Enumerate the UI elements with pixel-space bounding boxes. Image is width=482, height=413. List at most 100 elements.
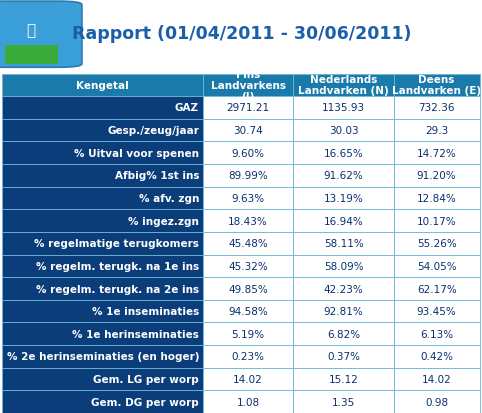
Bar [394,165,480,187]
Bar [2,165,203,187]
Text: 13.19%: 13.19% [324,194,363,204]
Text: % 2e herinseminaties (en hoger): % 2e herinseminaties (en hoger) [7,351,199,361]
Bar [394,300,480,323]
Text: 0.37%: 0.37% [327,351,360,361]
Text: 0.42%: 0.42% [420,351,453,361]
Bar [2,187,203,210]
Bar [2,119,203,142]
Bar [203,142,294,165]
Bar [294,74,394,97]
Text: % regelm. terugk. na 1e ins: % regelm. terugk. na 1e ins [36,261,199,271]
Bar [394,119,480,142]
Text: 1135.93: 1135.93 [322,103,365,113]
Text: 9.63%: 9.63% [231,194,265,204]
Text: GAZ: GAZ [175,103,199,113]
Bar [203,345,294,368]
Text: % regelmatige terugkomers: % regelmatige terugkomers [34,239,199,249]
Bar [394,187,480,210]
Text: Rapport (01/04/2011 - 30/06/2011): Rapport (01/04/2011 - 30/06/2011) [72,25,412,43]
Bar [203,119,294,142]
Bar [2,233,203,255]
Text: 93.45%: 93.45% [417,306,456,316]
Bar [394,390,480,413]
Text: Gem. DG per worp: Gem. DG per worp [91,397,199,407]
Text: Afbig% 1st ins: Afbig% 1st ins [115,171,199,181]
Text: 14.02: 14.02 [233,374,263,384]
Text: 1.35: 1.35 [332,397,355,407]
Text: 18.43%: 18.43% [228,216,268,226]
Bar [2,142,203,165]
Text: 54.05%: 54.05% [417,261,456,271]
Bar [203,368,294,390]
Text: 42.23%: 42.23% [324,284,363,294]
Text: 14.72%: 14.72% [417,148,456,158]
Bar [394,278,480,300]
Text: 732.36: 732.36 [418,103,455,113]
Bar [294,97,394,119]
Bar [203,278,294,300]
Text: % 1e inseminaties: % 1e inseminaties [92,306,199,316]
Bar [394,74,480,97]
Bar [203,390,294,413]
Bar [394,233,480,255]
Text: 45.48%: 45.48% [228,239,268,249]
Bar [2,345,203,368]
Text: 15.12: 15.12 [329,374,359,384]
Bar [2,368,203,390]
Text: % Uitval voor spenen: % Uitval voor spenen [74,148,199,158]
Text: 9.60%: 9.60% [232,148,265,158]
Bar [394,97,480,119]
Bar [394,345,480,368]
Text: 30.03: 30.03 [329,126,359,136]
Text: 91.20%: 91.20% [417,171,456,181]
Bar [203,187,294,210]
Bar [2,390,203,413]
FancyBboxPatch shape [0,2,82,68]
Text: 6.82%: 6.82% [327,329,360,339]
Text: Fins
Landvarkens
(I): Fins Landvarkens (I) [211,70,286,101]
Bar [294,368,394,390]
Bar [394,142,480,165]
Text: 58.11%: 58.11% [324,239,363,249]
Text: Gesp./zeug/jaar: Gesp./zeug/jaar [107,126,199,136]
Bar [294,278,394,300]
Bar [294,255,394,278]
Text: 30.74: 30.74 [233,126,263,136]
Text: 89.99%: 89.99% [228,171,268,181]
Bar [203,255,294,278]
Text: 91.62%: 91.62% [324,171,363,181]
Bar [203,74,294,97]
Text: 12.84%: 12.84% [417,194,456,204]
Text: % regelm. terugk. na 2e ins: % regelm. terugk. na 2e ins [36,284,199,294]
Text: % ingez.zgn: % ingez.zgn [128,216,199,226]
Text: Gem. LG per worp: Gem. LG per worp [93,374,199,384]
Bar [203,233,294,255]
Text: 55.26%: 55.26% [417,239,456,249]
Bar [294,323,394,345]
Bar [294,165,394,187]
Bar [294,345,394,368]
Text: 45.32%: 45.32% [228,261,268,271]
Text: % afv. zgn: % afv. zgn [139,194,199,204]
Bar [294,390,394,413]
Text: 5.19%: 5.19% [231,329,265,339]
Bar [2,300,203,323]
Text: 2971.21: 2971.21 [227,103,270,113]
Bar [2,74,203,97]
Bar [394,323,480,345]
Bar [394,210,480,233]
Text: 10.17%: 10.17% [417,216,456,226]
Text: 49.85%: 49.85% [228,284,268,294]
Text: 94.58%: 94.58% [228,306,268,316]
Bar [203,97,294,119]
Bar [2,323,203,345]
Text: 16.94%: 16.94% [324,216,363,226]
Text: 0.98: 0.98 [425,397,448,407]
Bar [203,210,294,233]
Bar [2,278,203,300]
Text: 62.17%: 62.17% [417,284,456,294]
Text: Kengetal: Kengetal [76,81,129,90]
Text: 0.23%: 0.23% [232,351,265,361]
Text: 29.3: 29.3 [425,126,448,136]
Bar [294,300,394,323]
